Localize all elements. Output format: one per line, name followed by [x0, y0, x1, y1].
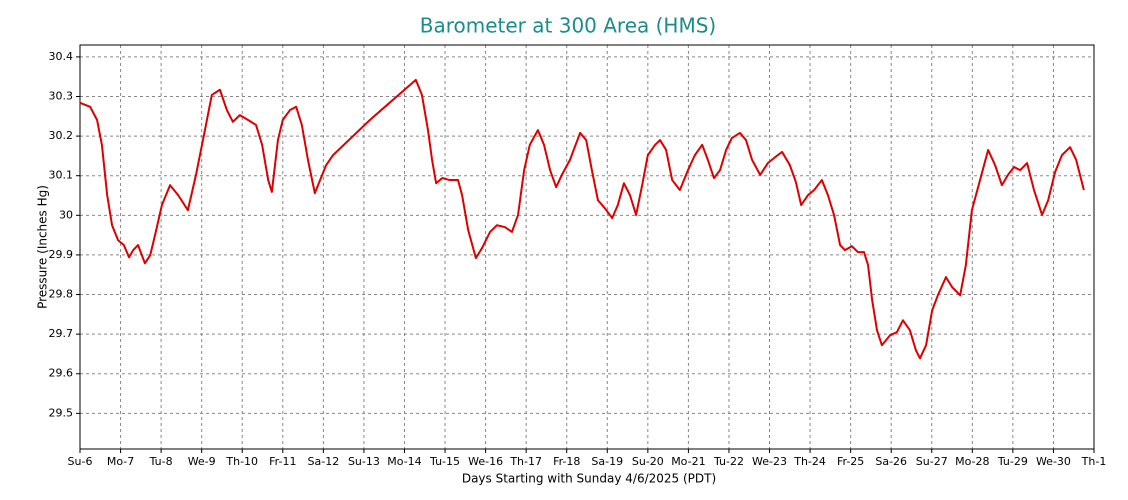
x-tick-label: Mo-14	[387, 455, 421, 468]
x-tick-label: Fr-25	[837, 455, 864, 468]
y-tick-label: 30.2	[49, 129, 74, 142]
pressure-line	[79, 78, 1085, 360]
x-tick-label: Fr-11	[269, 455, 296, 468]
y-tick-label: 30.4	[49, 50, 74, 63]
y-axis-label: Pressure (Inches Hg)	[36, 185, 50, 309]
y-tick-label: 29.9	[49, 248, 74, 261]
x-tick-label: Th-24	[793, 455, 826, 468]
x-tick-label: Sa-19	[591, 455, 623, 468]
x-tick-label: We-30	[1036, 455, 1071, 468]
chart-title: Barometer at 300 Area (HMS)	[420, 14, 716, 38]
x-tick-label: Tu-22	[713, 455, 744, 468]
x-tick-label: Th-17	[509, 455, 542, 468]
x-tick-label: We-16	[468, 455, 503, 468]
x-tick-label: Fr-18	[553, 455, 580, 468]
y-tick-label: 29.7	[49, 327, 74, 340]
y-tick-label: 29.8	[49, 288, 74, 301]
x-tick-label: Tu-29	[997, 455, 1028, 468]
y-tick-label: 29.5	[49, 406, 74, 419]
x-tick-label: Su-20	[632, 455, 664, 468]
plot-frame	[79, 44, 1095, 450]
x-tick-label: Mo-7	[107, 455, 134, 468]
x-tick-label: We-9	[188, 455, 216, 468]
x-tick-label: Su-13	[348, 455, 380, 468]
y-tick-label: 29.6	[49, 367, 74, 380]
x-tick-label: Tu-8	[149, 455, 173, 468]
y-tick-label: 30.3	[49, 89, 74, 102]
x-axis-label: Days Starting with Sunday 4/6/2025 (PDT)	[462, 472, 716, 486]
x-tick-label: Sa-26	[875, 455, 907, 468]
x-tick-label: Sa-12	[308, 455, 340, 468]
x-tick-label: Mo-28	[955, 455, 989, 468]
x-tick-label: Mo-21	[671, 455, 705, 468]
x-tick-label: Su-27	[916, 455, 948, 468]
y-tick-label: 30.1	[49, 169, 74, 182]
x-tick-label: Th-10	[225, 455, 258, 468]
x-tick-label: Su-6	[68, 455, 93, 468]
y-tick-label: 30	[59, 208, 73, 221]
x-tick-label: Tu-15	[429, 455, 460, 468]
x-tick-label: Th-1	[1081, 455, 1107, 468]
x-tick-label: We-23	[752, 455, 787, 468]
